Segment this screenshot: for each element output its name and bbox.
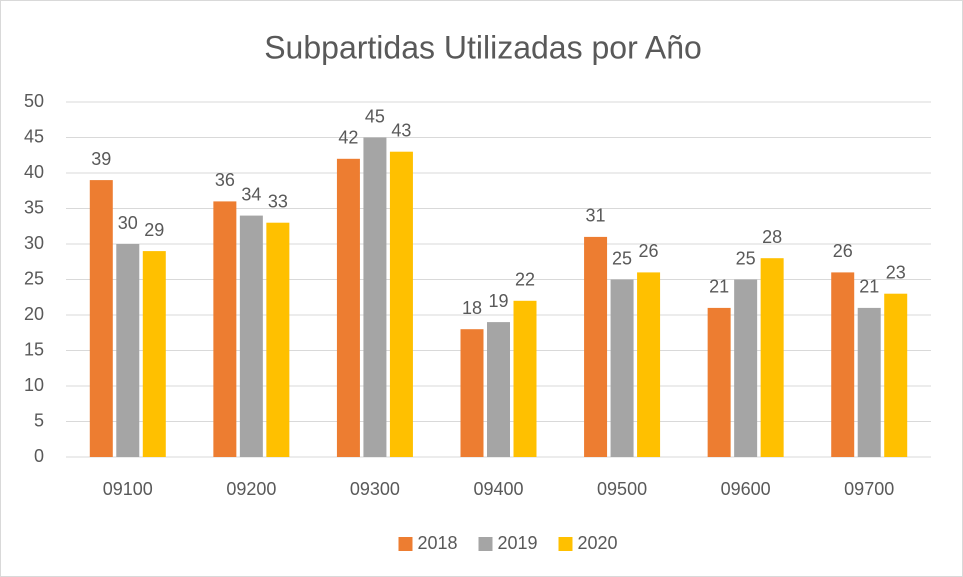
bar <box>487 322 510 457</box>
y-tick-label: 10 <box>24 375 44 395</box>
data-label: 39 <box>91 149 111 169</box>
bar <box>142 251 166 457</box>
chart-title: Subpartidas Utilizadas por Año <box>264 29 702 65</box>
data-label: 21 <box>709 277 729 297</box>
legend-label: 2019 <box>498 533 538 553</box>
bar <box>760 258 784 457</box>
legend-swatch <box>478 537 493 551</box>
bar <box>707 307 731 457</box>
y-tick-label: 35 <box>24 197 44 217</box>
y-tick-label: 0 <box>34 446 44 466</box>
bar <box>460 329 484 457</box>
bar <box>363 137 387 457</box>
x-tick-label: 09100 <box>103 479 153 499</box>
data-label: 36 <box>215 170 235 190</box>
data-label: 34 <box>241 184 261 204</box>
data-label: 33 <box>268 191 288 211</box>
x-tick-label: 09200 <box>226 479 276 499</box>
bar <box>610 279 634 457</box>
x-tick-label: 09400 <box>473 479 523 499</box>
bar <box>389 151 413 457</box>
data-label: 28 <box>762 227 782 247</box>
y-tick-label: 40 <box>24 162 44 182</box>
data-label: 31 <box>586 206 606 226</box>
y-tick-label: 30 <box>24 233 44 253</box>
bar <box>336 158 360 458</box>
x-tick-label: 09500 <box>597 479 647 499</box>
data-label: 21 <box>859 277 879 297</box>
data-label: 45 <box>365 106 385 126</box>
bar <box>884 293 908 457</box>
data-label: 23 <box>886 262 906 282</box>
data-label: 25 <box>612 248 632 268</box>
legend-label: 2020 <box>578 533 618 553</box>
y-tick-label: 45 <box>24 126 44 146</box>
x-tick-label: 09700 <box>844 479 894 499</box>
data-label: 25 <box>736 248 756 268</box>
y-tick-label: 50 <box>24 91 44 111</box>
bar <box>831 272 855 457</box>
bar <box>213 201 237 457</box>
bar <box>857 307 881 457</box>
y-tick-label: 25 <box>24 268 44 288</box>
data-label: 26 <box>639 241 659 261</box>
y-tick-label: 15 <box>24 339 44 359</box>
x-tick-label: 09600 <box>721 479 771 499</box>
data-label: 29 <box>144 220 164 240</box>
bar <box>734 279 758 457</box>
data-label: 18 <box>462 298 482 318</box>
bar <box>637 272 661 457</box>
data-label: 22 <box>515 270 535 290</box>
legend-label: 2018 <box>418 533 458 553</box>
legend-swatch <box>558 537 573 551</box>
data-label: 43 <box>391 120 411 140</box>
bar <box>116 244 140 457</box>
data-label: 30 <box>118 213 138 233</box>
bar <box>513 300 537 457</box>
y-tick-label: 5 <box>34 410 44 430</box>
bar <box>584 236 608 457</box>
data-label: 42 <box>338 128 358 148</box>
bar <box>89 180 113 457</box>
bar <box>266 222 290 457</box>
data-label: 19 <box>488 291 508 311</box>
x-tick-label: 09300 <box>350 479 400 499</box>
y-tick-label: 20 <box>24 304 44 324</box>
bar <box>239 215 263 457</box>
legend-swatch <box>398 537 413 551</box>
data-label: 26 <box>833 241 853 261</box>
